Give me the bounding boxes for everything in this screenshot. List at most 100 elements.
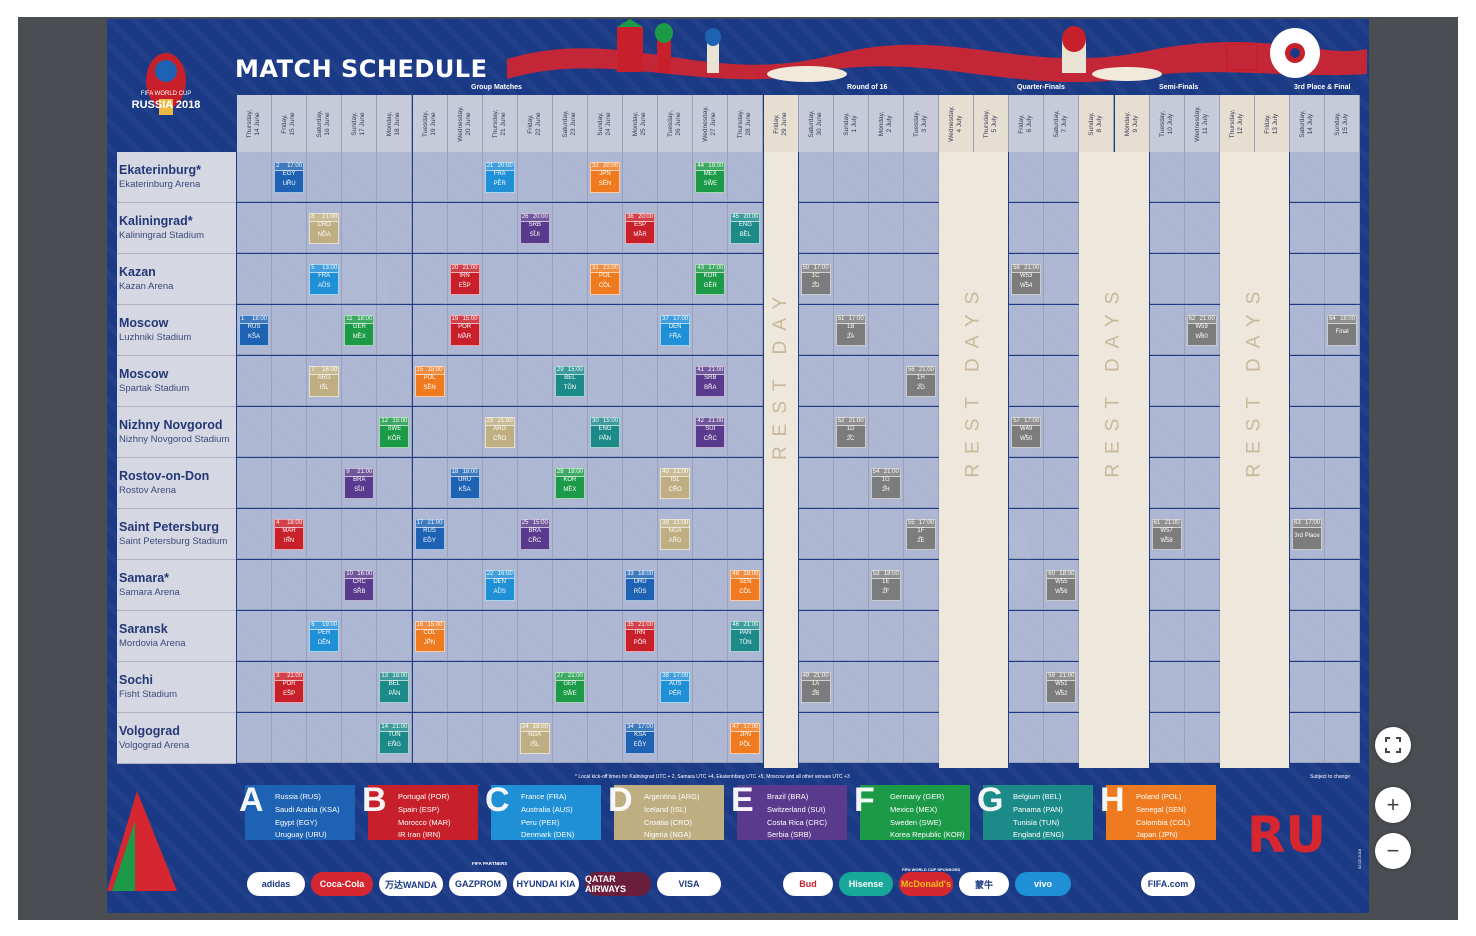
match-box[interactable]: 64 18:00 Final — [1327, 315, 1358, 346]
match-box[interactable]: 36 20:00 ESP v. MAR — [625, 213, 656, 244]
match-box[interactable]: 1 18:00 RUS v. KSA — [239, 315, 269, 346]
match-box[interactable]: 59 21:00 W51 v. W52 — [1046, 672, 1077, 703]
venue-row: Volgograd Volgograd Arena — [117, 713, 236, 764]
zoom-out-button[interactable]: − — [1375, 833, 1411, 869]
match-box[interactable]: 39 21:00 NGA v. ARG — [660, 519, 691, 550]
versus-label: v. — [919, 534, 923, 539]
match-box[interactable]: 14 21:00 TUN v. ENG — [379, 723, 410, 754]
match-team-b: PER — [669, 691, 682, 697]
match-box[interactable]: 13 18:00 BEL v. PAN — [379, 672, 410, 703]
match-box[interactable]: 31 21:00 POL v. COL — [590, 264, 620, 295]
match-box[interactable]: 25 15:00 BRA v. CRC — [519, 519, 550, 550]
match-box[interactable]: 30 15:00 ENG v. PAN — [590, 417, 620, 448]
match-box[interactable]: 6 19:00 PER v. DEN — [309, 621, 340, 652]
day-header: Saturday, 30 June — [798, 95, 834, 152]
match-box[interactable]: 15 18:00 POL v. SEN — [414, 366, 445, 397]
match-box[interactable]: 17 21:00 RUS v. EGY — [414, 519, 445, 550]
match-box[interactable]: 60 18:00 W55 v. W56 — [1046, 570, 1077, 601]
match-team-b: 2A — [847, 334, 855, 340]
match-box[interactable]: 54 21:00 1G v. 2H — [870, 468, 901, 499]
match-box[interactable]: 47 17:00 JPN v. POL — [730, 723, 761, 754]
match-box[interactable]: 56 21:00 1H v. 2G — [905, 366, 936, 397]
match-box[interactable]: 34 17:00 KSA v. EGY — [625, 723, 656, 754]
match-box[interactable]: 57 17:00 W49 v. W50 — [1011, 417, 1042, 448]
match-box[interactable]: 26 20:00 SRB v. SUI — [519, 213, 550, 244]
match-box[interactable]: 4 18:00 MAR v. IRN — [274, 519, 305, 550]
venue-row: Saint Petersburg Saint Petersburg Stadium — [117, 509, 236, 560]
group-team: Saudi Arabia (KSA) — [275, 804, 340, 814]
match-box[interactable]: 62 21:00 W59 v. W60 — [1186, 315, 1217, 346]
match-box[interactable]: 21 20:00 FRA v. PER — [484, 162, 515, 193]
match-box[interactable]: 40 21:00 ISL v. CRO — [660, 468, 691, 499]
schedule-cell — [237, 509, 273, 559]
match-box[interactable]: 12 15:00 SWE v. KOR — [379, 417, 410, 448]
match-box[interactable]: 63 17:00 3rd Place — [1292, 519, 1322, 550]
venue-row: Rostov-on-Don Rostov Arena — [117, 458, 236, 509]
match-box[interactable]: 20 21:00 IRN v. ESP — [449, 264, 480, 295]
match-time: 16:00 — [322, 367, 338, 373]
versus-label: v. — [708, 177, 712, 182]
venue-row: Moscow Spartak Stadium — [117, 356, 236, 407]
match-box[interactable]: 33 18:00 URU v. RUS — [625, 570, 656, 601]
match-box[interactable]: 38 17:00 AUS v. PER — [660, 672, 691, 703]
group-letter: D — [608, 781, 633, 819]
match-box[interactable]: 2 17:00 EGY v. URU — [274, 162, 305, 193]
match-box[interactable]: 24 18:00 NGA v. ISL — [519, 723, 550, 754]
schedule-cell — [588, 560, 624, 610]
match-box[interactable]: 37 17:00 DEN v. FRA — [660, 315, 691, 346]
match-box[interactable]: 29 15:00 BEL v. TUN — [554, 366, 585, 397]
match-number: 7 — [311, 367, 315, 373]
match-header: 10 16:00 — [345, 571, 374, 579]
match-box[interactable]: 7 16:00 ARG v. ISL — [309, 366, 340, 397]
schedule-cell — [833, 152, 869, 202]
match-box[interactable]: 55 17:00 1F v. 2E — [905, 519, 936, 550]
match-box[interactable]: 61 21:00 W57 v. W58 — [1151, 519, 1182, 550]
match-header: 62 21:00 — [1187, 316, 1216, 324]
match-box[interactable]: 58 21:00 W53 v. W54 — [1011, 264, 1042, 295]
match-box[interactable]: 50 17:00 1C v. 2D — [800, 264, 831, 295]
group-box: C France (FRA) Australia (AUS) Peru (PER) De… — [485, 781, 601, 840]
schedule-cell — [798, 458, 834, 508]
match-box[interactable]: 49 21:00 1A v. 2B — [800, 672, 831, 703]
match-box[interactable]: 5 13:00 FRA v. AUS — [309, 264, 340, 295]
match-box[interactable]: 3 21:00 POR v. ESP — [274, 672, 305, 703]
match-box[interactable]: 45 20:00 ENG v. BEL — [730, 213, 761, 244]
match-box[interactable]: 28 18:00 KOR v. MEX — [554, 468, 585, 499]
match-box[interactable]: 16 15:00 COL v. JPN — [414, 621, 445, 652]
match-box[interactable]: 22 16:00 DEN v. AUS — [484, 570, 515, 601]
schedule-cell — [658, 254, 694, 304]
fullscreen-button[interactable] — [1375, 727, 1411, 763]
match-box[interactable]: 19 15:00 POR v. MAR — [449, 315, 480, 346]
match-box[interactable]: 27 21:00 GER v. SWE — [554, 672, 585, 703]
zoom-in-button[interactable]: + — [1375, 787, 1411, 823]
schedule-cell — [1009, 611, 1045, 661]
match-box[interactable]: 43 17:00 KOR v. GER — [695, 264, 726, 295]
match-box[interactable]: 8 21:00 CRO v. NGA — [309, 213, 340, 244]
match-box[interactable]: 23 21:00 ARG v. CRO — [484, 417, 515, 448]
schedule-cell — [377, 305, 413, 355]
match-box[interactable]: 18 18:00 URU v. KSA — [449, 468, 480, 499]
match-box[interactable]: 11 18:00 GER v. MEX — [344, 315, 375, 346]
stage-label: 3rd Place & Final — [1294, 84, 1351, 91]
match-box[interactable]: 9 21:00 BRA v. SUI — [344, 468, 375, 499]
match-box[interactable]: 35 21:00 IRN v. POR — [625, 621, 656, 652]
match-box[interactable]: 51 17:00 1B v. 2A — [835, 315, 866, 346]
match-box[interactable]: 32 20:00 JPN v. SEN — [590, 162, 620, 193]
schedule-cell — [412, 662, 448, 712]
match-box[interactable]: 48 18:00 SEN v. COL — [730, 570, 761, 601]
day-label: Saturday, 16 June — [316, 109, 332, 138]
match-box[interactable]: 42 21:00 SUI v. CRC — [695, 417, 726, 448]
match-box[interactable]: 41 21:00 SRB v. BRA — [695, 366, 726, 397]
day-header: Monday, 9 July — [1114, 95, 1150, 152]
match-box[interactable]: 52 21:00 1D v. 2C — [835, 417, 866, 448]
group-letter: H — [1100, 781, 1125, 819]
match-box[interactable]: 44 19:00 MEX v. SWE — [695, 162, 726, 193]
schedule-cell — [412, 305, 448, 355]
match-box[interactable]: 10 16:00 CRC v. SRB — [344, 570, 375, 601]
match-box[interactable]: 53 18:00 1E v. 2F — [870, 570, 901, 601]
venue-stadium: Ekaterinburg Arena — [119, 179, 201, 190]
day-label: Sunday, 1 July — [842, 111, 858, 136]
match-box[interactable]: 46 21:00 PAN v. TUN — [730, 621, 761, 652]
schedule-cell — [517, 611, 553, 661]
match-time: 15:00 — [392, 418, 408, 424]
